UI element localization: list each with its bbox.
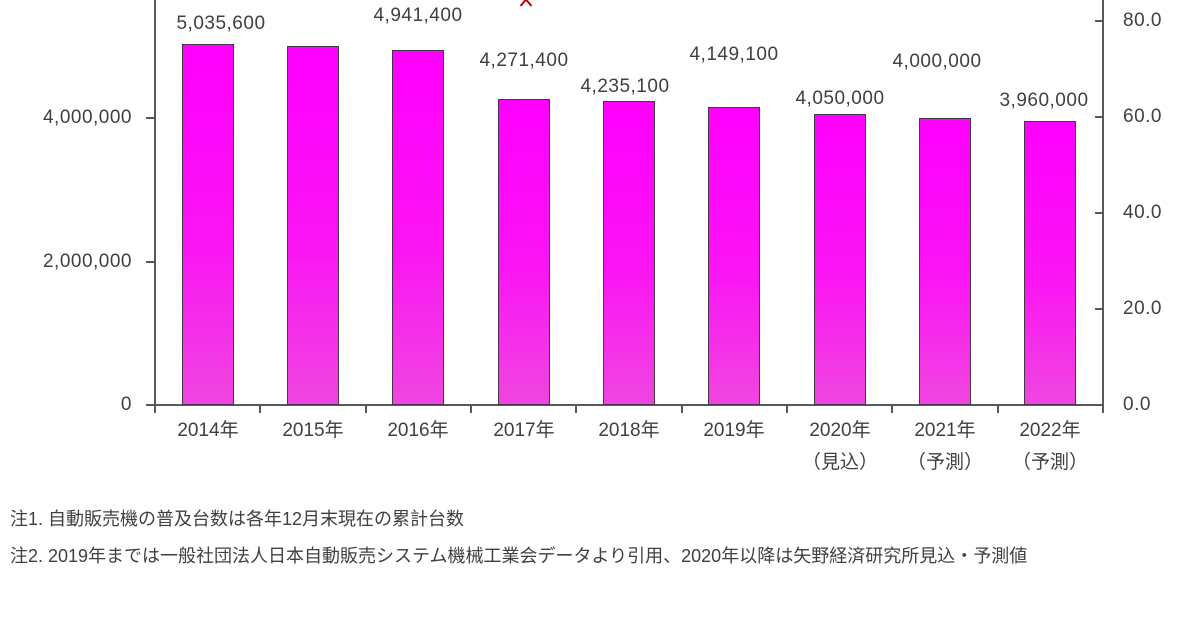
right-axis-line (1102, 0, 1104, 406)
x-axis-label: 2019年 (703, 420, 765, 441)
x-axis-label: 2016年 (387, 420, 449, 441)
left-axis-tick-label: 0 (120, 394, 132, 415)
bar (392, 50, 444, 405)
x-axis-tick (681, 405, 683, 413)
x-axis-tick (786, 405, 788, 413)
right-axis-tick (1095, 20, 1103, 22)
left-axis-tick-label: 2,000,000 (42, 251, 132, 272)
x-axis-label: 2017年 (493, 420, 555, 441)
right-axis-tick (1095, 404, 1103, 406)
bar-value-label: 3,960,000 (999, 90, 1089, 111)
clipped-line-marker-icon (517, 0, 535, 8)
bar (919, 118, 971, 405)
x-axis-label: 2014年 (177, 420, 239, 441)
chart: 5,035,600 4,941,400 4,271,400 4,235,100 4,14… (42, 0, 1162, 473)
bar-value-label: 5,035,600 (176, 13, 266, 34)
bar (287, 46, 339, 405)
left-axis-tick (146, 117, 154, 119)
right-axis-tick (1095, 116, 1103, 118)
right-axis-tick-label: 80.0 (1123, 10, 1162, 31)
x-axis-sublabel: （予測） (1011, 452, 1088, 473)
left-axis-tick (146, 404, 154, 406)
x-axis-tick (997, 405, 999, 413)
bar-value-label: 4,050,000 (795, 88, 885, 109)
right-axis-tick-label: 40.0 (1123, 202, 1162, 223)
bar-value-label: 4,149,100 (689, 44, 779, 65)
x-axis-tick (470, 405, 472, 413)
x-axis-tick (575, 405, 577, 413)
bar-value-label: 4,000,000 (892, 51, 982, 72)
x-axis-label: 2021年 (914, 420, 976, 441)
left-axis-tick (146, 261, 154, 263)
x-axis-label: 2018年 (598, 420, 660, 441)
bar (1024, 121, 1076, 405)
x-axis-tick (365, 405, 367, 413)
left-axis-line (154, 0, 156, 406)
bar (498, 99, 550, 405)
right-axis-tick (1095, 308, 1103, 310)
right-axis-tick-label: 0.0 (1123, 394, 1151, 415)
x-axis-label: 2015年 (282, 420, 344, 441)
bar (182, 44, 234, 405)
x-axis-tick (154, 405, 156, 413)
x-axis-tick (891, 405, 893, 413)
x-axis-sublabel: （予測） (906, 452, 983, 473)
right-axis-tick (1095, 212, 1103, 214)
bar-value-label: 4,271,400 (479, 50, 569, 71)
x-axis-sublabel: （見込） (801, 452, 878, 473)
right-axis-tick-label: 60.0 (1123, 106, 1162, 127)
bar (603, 101, 655, 405)
bar (708, 107, 760, 405)
footnote-2: 注2. 2019年までは一般社団法人日本自動販売システム機械工業会データより引用… (10, 546, 1028, 566)
x-axis-tick (1102, 405, 1104, 413)
right-axis-tick-label: 20.0 (1123, 298, 1162, 319)
x-axis-label: 2022年 (1019, 420, 1081, 441)
left-axis-tick-label: 4,000,000 (42, 107, 132, 128)
bar-value-label: 4,941,400 (373, 5, 463, 26)
x-axis-label: 2020年 (809, 420, 871, 441)
footnote-1: 注1. 自動販売機の普及台数は各年12月末現在の累計台数 (10, 509, 465, 529)
x-axis-line (154, 404, 1104, 406)
x-axis-tick (259, 405, 261, 413)
bar-value-label: 4,235,100 (580, 76, 670, 97)
footnotes: 注1. 自動販売機の普及台数は各年12月末現在の累計台数 注2. 2019年まで… (10, 508, 1195, 582)
bar (814, 114, 866, 405)
